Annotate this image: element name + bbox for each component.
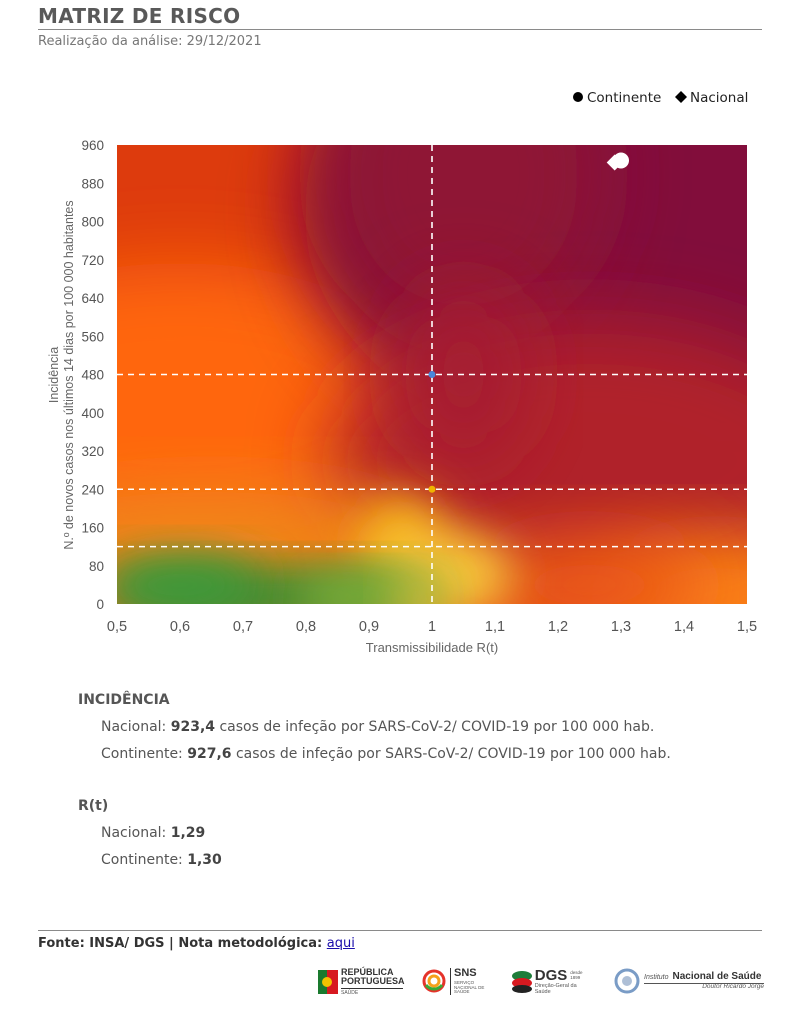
rt-continente-label: Continente: (101, 852, 188, 868)
dgs-emblem-icon (512, 970, 532, 993)
logo-dgs-sub: Direção-Geral da Saúde (534, 983, 577, 995)
legend-item-continente: Continente (587, 90, 661, 106)
logo-sns: SNS SERVIÇO NACIONAL DE SAÚDE (422, 968, 492, 995)
y-tick-label: 880 (81, 176, 104, 191)
rt-nacional-value: 1,29 (170, 825, 206, 841)
x-tick-label: 1,1 (485, 619, 505, 635)
sns-emblem-icon (422, 969, 446, 993)
x-tick-label: 0,8 (296, 619, 316, 635)
reference-marker (428, 485, 436, 493)
x-axis-label: Transmissibilidade R(t) (366, 640, 498, 655)
x-tick-label: 0,7 (233, 619, 253, 635)
x-tick-label: 0,6 (170, 619, 190, 635)
logo-dgs: DGS desde 1899 Direção-Geral da Saúde (510, 968, 589, 995)
logo-republica-line1: REPÚBLICA (341, 967, 394, 977)
portugal-flag-icon (318, 970, 338, 994)
bg-blob (117, 554, 260, 604)
bg-blob (374, 530, 515, 604)
footer-source-text: Fonte: INSA/ DGS | Nota metodológica: (38, 936, 327, 951)
logo-insa: Instituto Nacional de Saúde Doutor Ricar… (614, 968, 764, 994)
x-tick-label: 1,4 (674, 619, 694, 635)
footer-source: Fonte: INSA/ DGS | Nota metodológica: aq… (38, 936, 355, 951)
y-tick-label: 320 (81, 444, 104, 459)
logo-republica-line2: PORTUGUESA (341, 976, 405, 986)
y-tick-label: 480 (81, 368, 104, 383)
x-tick-label: 0,9 (359, 619, 379, 635)
y-tick-label: 960 (81, 138, 104, 153)
x-tick-label: 1 (428, 619, 436, 635)
logo-dgs-year: desde 1899 (570, 970, 583, 980)
logo-insa-name: Nacional de Saúde (672, 970, 762, 982)
page-title: MATRIZ DE RISCO (38, 4, 241, 28)
y-tick-label: 160 (81, 521, 104, 536)
insa-emblem-icon (614, 968, 640, 994)
y-tick-label: 560 (81, 329, 104, 344)
logo-sns-name: SNS (454, 967, 477, 979)
legend-circle-marker (573, 92, 583, 102)
data-points (606, 152, 629, 171)
x-tick-label: 1,5 (737, 619, 757, 635)
legend-item-nacional: Nacional (690, 90, 748, 106)
x-tick-label: 0,5 (107, 619, 127, 635)
incidencia-continente: Continente: 927,6 casos de infeção por S… (101, 746, 671, 762)
rt-continente: Continente: 1,30 (101, 852, 222, 868)
point-nacional (606, 154, 623, 171)
rt-continente-value: 1,30 (187, 852, 222, 868)
y-tick-label: 0 (96, 597, 104, 612)
analysis-date: Realização da análise: 29/12/2021 (38, 34, 262, 49)
bg-blob (323, 145, 604, 334)
incidencia-nacional-value: 923,4 (170, 719, 216, 735)
y-tick-label: 80 (89, 559, 104, 574)
incidencia-nacional-text: casos de infeção por SARS-CoV-2/ COVID-1… (215, 719, 655, 735)
y-tick-label: 720 (81, 253, 104, 268)
chart-legend: Continente Nacional (573, 90, 748, 106)
logo-sns-sub: SERVIÇO NACIONAL DE SAÚDE (454, 980, 485, 994)
y-tick-label: 240 (81, 482, 104, 497)
rt-nacional: Nacional: 1,29 (101, 825, 205, 841)
reference-lines (117, 145, 747, 604)
rt-heading: R(t) (78, 798, 109, 814)
x-tick-label: 1,3 (611, 619, 631, 635)
y-tick-label: 400 (81, 406, 104, 421)
y-axis-ticks: 0 80 160 240 320 400 480 560 640 720 800 880 960 (81, 138, 104, 612)
footer-divider (38, 930, 762, 931)
title-divider (38, 29, 762, 30)
x-tick-label: 1,2 (548, 619, 568, 635)
risk-matrix-chart: 0 80 160 240 320 400 480 560 640 720 800 880 960 0,5… (47, 90, 757, 655)
rt-nacional-label: Nacional: (101, 825, 171, 841)
logo-dgs-name: DGS (534, 967, 568, 984)
legend-diamond-marker (675, 91, 687, 103)
logo-insa-sub: Doutor Ricardo Jorge (702, 982, 764, 990)
bg-blob (391, 577, 448, 604)
y-tick-label: 800 (81, 215, 104, 230)
reference-markers (428, 371, 436, 493)
logo-republica-portuguesa: REPÚBLICA PORTUGUESA SAÚDE (318, 968, 405, 996)
reference-marker (428, 371, 436, 378)
incidencia-nacional: Nacional: 923,4 casos de infeção por SAR… (101, 719, 654, 735)
incidencia-continente-label: Continente: (101, 746, 188, 762)
methodology-link[interactable]: aqui (326, 936, 355, 951)
incidencia-heading: INCIDÊNCIA (78, 692, 170, 708)
bg-blob (296, 574, 417, 604)
y-tick-label: 640 (81, 291, 104, 306)
logo-republica-line3: SAÚDE (341, 990, 359, 996)
logo-insa-prefix: Instituto (644, 973, 669, 981)
y-axis-label-line2: N.º de novos casos nos últimos 14 dias p… (62, 200, 76, 549)
incidencia-continente-value: 927,6 (187, 746, 232, 762)
bg-blob (469, 534, 710, 604)
x-axis-ticks: 0,5 0,6 0,7 0,8 0,9 1 1,1 1,2 1,3 1,4 1,5 (107, 619, 757, 635)
incidencia-nacional-label: Nacional: (101, 719, 171, 735)
incidencia-continente-text: casos de infeção por SARS-CoV-2/ COVID-1… (231, 746, 671, 762)
y-axis-label-line1: Incidência (47, 347, 61, 403)
